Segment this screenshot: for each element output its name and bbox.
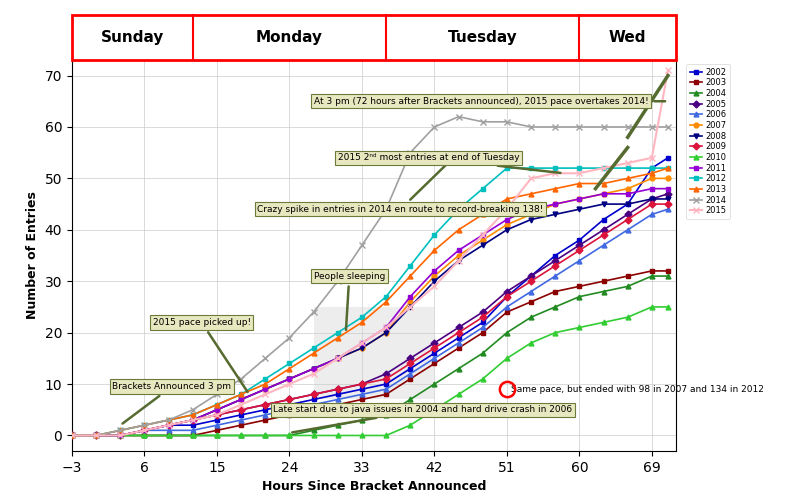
Text: Brackets Announced 3 pm: Brackets Announced 3 pm: [112, 382, 231, 423]
Text: 2015 2ⁿᵈ most entries at end of Tuesday: 2015 2ⁿᵈ most entries at end of Tuesday: [338, 153, 561, 173]
Text: 2015 pace picked up!: 2015 pace picked up!: [153, 318, 250, 392]
Text: Late start due to java issues in 2004 and hard drive crash in 2006: Late start due to java issues in 2004 an…: [274, 405, 573, 432]
Text: Crazy spike in entries in 2014 en route to record-breaking 138!: Crazy spike in entries in 2014 en route …: [258, 155, 544, 214]
X-axis label: Hours Since Bracket Announced: Hours Since Bracket Announced: [262, 480, 486, 493]
Text: At 3 pm (72 hours after Brackets announced), 2015 pace overtakes 2014!: At 3 pm (72 hours after Brackets announc…: [314, 97, 665, 106]
Text: Wed: Wed: [609, 30, 646, 45]
Legend: 2002, 2003, 2004, 2005, 2006, 2007, 2008, 2009, 2010, 2011, 2012, 2013, 2014, 20: 2002, 2003, 2004, 2005, 2006, 2007, 2008…: [686, 64, 730, 218]
Text: Monday: Monday: [256, 30, 323, 45]
Y-axis label: Number of Entries: Number of Entries: [26, 191, 39, 320]
Text: People sleeping: People sleeping: [314, 272, 385, 330]
Text: Sunday: Sunday: [101, 30, 164, 45]
Bar: [314, 307, 434, 399]
Text: Same pace, but ended with 98 in 2007 and 134 in 2012: Same pace, but ended with 98 in 2007 and…: [511, 385, 764, 394]
Text: Tuesday: Tuesday: [448, 30, 518, 45]
